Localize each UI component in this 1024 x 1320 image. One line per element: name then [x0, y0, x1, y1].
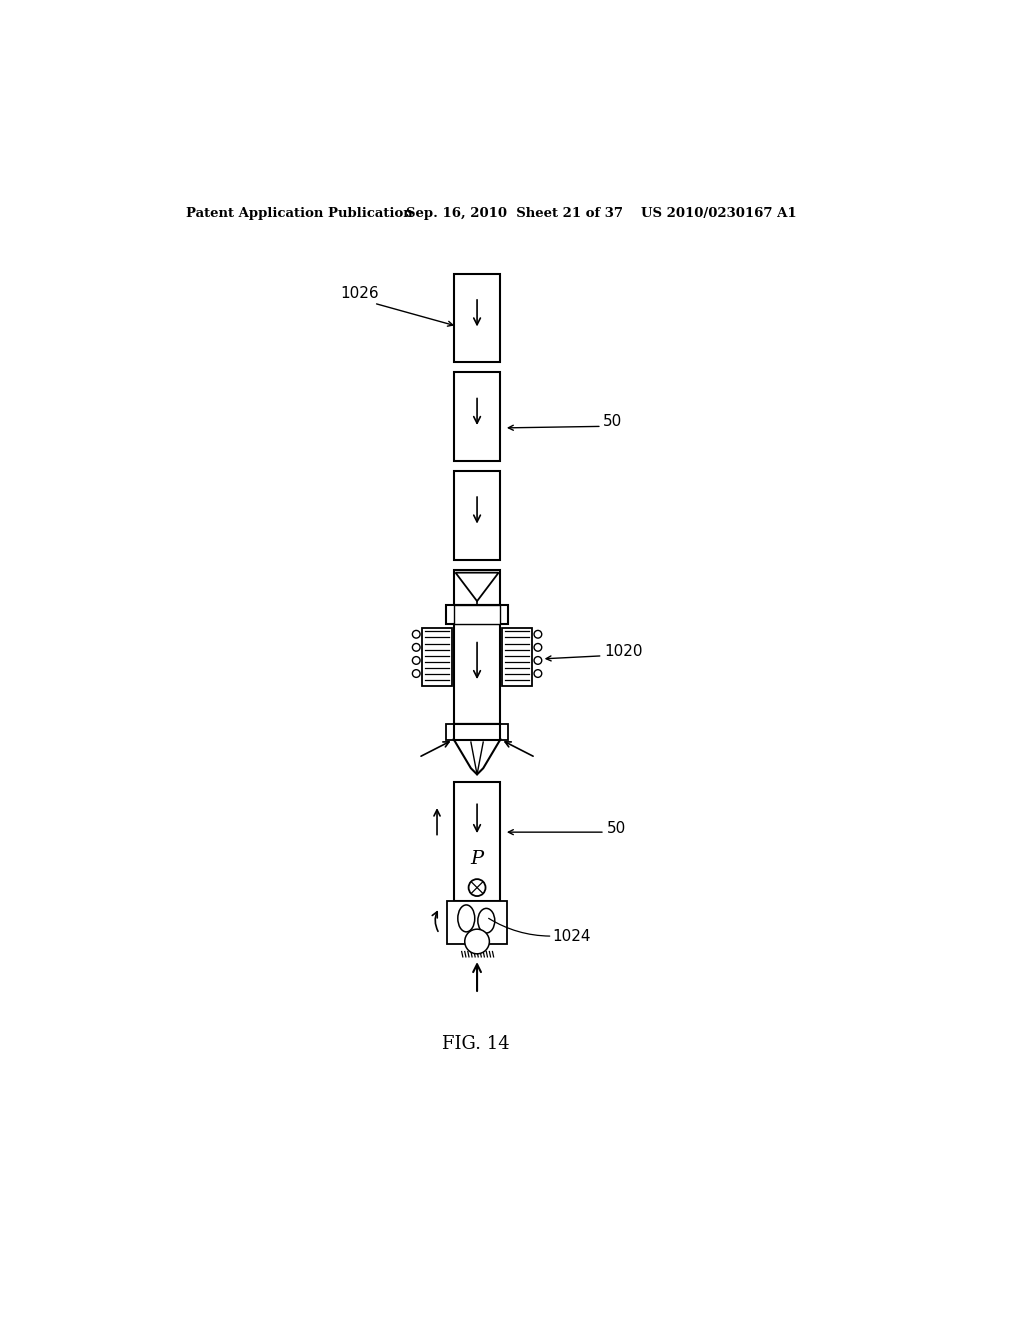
Bar — [454, 725, 500, 739]
Ellipse shape — [478, 908, 495, 933]
Circle shape — [413, 631, 420, 638]
Text: 1020: 1020 — [604, 644, 643, 659]
Bar — [447, 902, 507, 944]
Circle shape — [535, 631, 542, 638]
Text: 1024: 1024 — [553, 928, 591, 944]
Bar — [454, 471, 500, 560]
Bar — [454, 372, 500, 461]
Circle shape — [413, 669, 420, 677]
Bar — [454, 624, 500, 725]
Circle shape — [413, 656, 420, 664]
Circle shape — [535, 644, 542, 651]
Circle shape — [469, 879, 485, 896]
Ellipse shape — [458, 906, 475, 932]
Polygon shape — [456, 573, 499, 601]
Bar — [454, 781, 500, 902]
Bar — [454, 275, 500, 363]
Circle shape — [413, 644, 420, 651]
Text: 1026: 1026 — [340, 285, 379, 301]
Bar — [454, 605, 500, 624]
Polygon shape — [454, 739, 500, 775]
Text: Sep. 16, 2010  Sheet 21 of 37: Sep. 16, 2010 Sheet 21 of 37 — [407, 207, 624, 220]
Bar — [454, 725, 500, 739]
Text: FIG. 14: FIG. 14 — [442, 1035, 510, 1053]
Text: US 2010/0230167 A1: US 2010/0230167 A1 — [641, 207, 797, 220]
Circle shape — [465, 929, 489, 954]
Text: 50: 50 — [606, 821, 626, 836]
Circle shape — [535, 669, 542, 677]
Bar — [503, 628, 531, 686]
Bar — [454, 570, 500, 605]
Circle shape — [535, 656, 542, 664]
Bar — [446, 605, 508, 624]
Text: P: P — [470, 850, 483, 869]
Text: Patent Application Publication: Patent Application Publication — [186, 207, 413, 220]
Bar — [422, 628, 452, 686]
Text: 50: 50 — [603, 414, 623, 429]
Bar — [446, 725, 508, 739]
